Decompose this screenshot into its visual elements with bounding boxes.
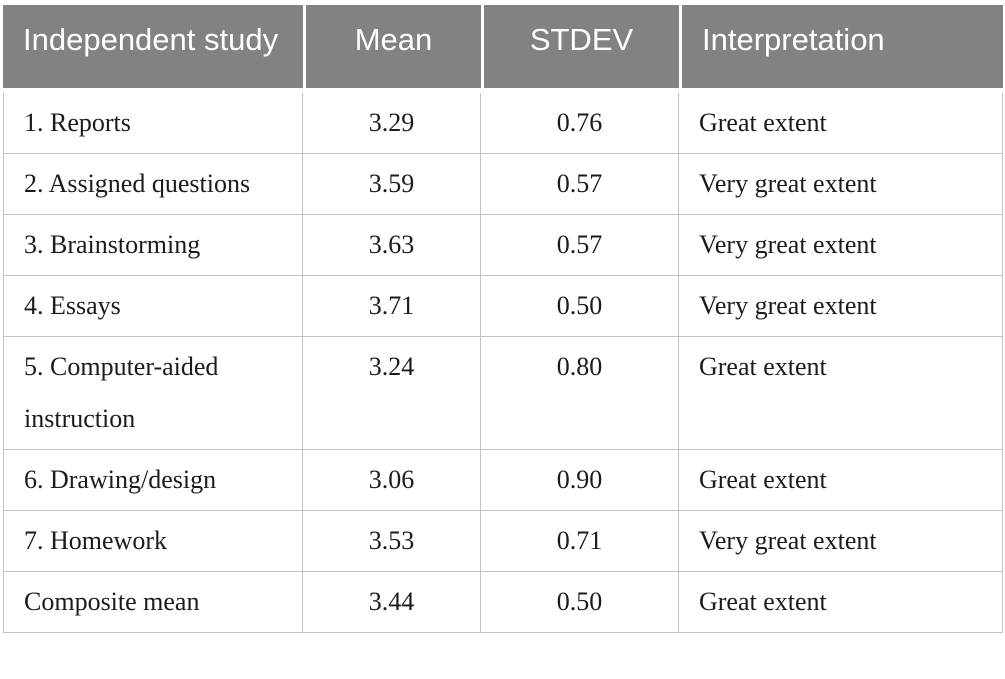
mean-value-cell: 3.24	[303, 337, 481, 450]
stdev-value-cell: 0.90	[481, 450, 679, 511]
interpretation-cell: Great extent	[679, 337, 1003, 450]
interpretation-cell: Great extent	[679, 572, 1003, 633]
mean-value-cell: 3.29	[303, 93, 481, 154]
mean-value-cell: 3.63	[303, 215, 481, 276]
table-row-drawing-design: 6. Drawing/design 3.06 0.90 Great extent	[3, 450, 1003, 511]
row-label-cell: 6. Drawing/design	[3, 450, 303, 511]
row-label-cell: Composite mean	[3, 572, 303, 633]
column-header-independent-study: Independent study	[3, 5, 303, 93]
mean-value-cell: 3.53	[303, 511, 481, 572]
stdev-value-cell: 0.57	[481, 215, 679, 276]
table-row-homework: 7. Homework 3.53 0.71 Very great extent	[3, 511, 1003, 572]
column-header-mean: Mean	[303, 5, 481, 93]
column-header-interpretation: Interpretation	[679, 5, 1003, 93]
stdev-value-cell: 0.50	[481, 276, 679, 337]
interpretation-cell: Very great extent	[679, 511, 1003, 572]
interpretation-cell: Great extent	[679, 93, 1003, 154]
mean-value-cell: 3.06	[303, 450, 481, 511]
interpretation-cell: Very great extent	[679, 154, 1003, 215]
stdev-value-cell: 0.80	[481, 337, 679, 450]
row-label-cell: 4. Essays	[3, 276, 303, 337]
interpretation-cell: Great extent	[679, 450, 1003, 511]
column-header-stdev: STDEV	[481, 5, 679, 93]
table-header-row: Independent study Mean STDEV Interpretat…	[3, 5, 1003, 93]
interpretation-cell: Very great extent	[679, 276, 1003, 337]
mean-value-cell: 3.44	[303, 572, 481, 633]
table-row-composite-mean: Composite mean 3.44 0.50 Great extent	[3, 572, 1003, 633]
mean-value-cell: 3.59	[303, 154, 481, 215]
stats-table: Independent study Mean STDEV Interpretat…	[3, 5, 1003, 633]
stdev-value-cell: 0.57	[481, 154, 679, 215]
table-row-brainstorming: 3. Brainstorming 3.63 0.57 Very great ex…	[3, 215, 1003, 276]
row-label-cell: 3. Brainstorming	[3, 215, 303, 276]
row-label-cell: 5. Computer-aided instruction	[3, 337, 303, 450]
stdev-value-cell: 0.76	[481, 93, 679, 154]
stdev-value-cell: 0.71	[481, 511, 679, 572]
table-row-reports: 1. Reports 3.29 0.76 Great extent	[3, 93, 1003, 154]
table-row-computer-aided-instruction: 5. Computer-aided instruction 3.24 0.80 …	[3, 337, 1003, 450]
stdev-value-cell: 0.50	[481, 572, 679, 633]
table-row-essays: 4. Essays 3.71 0.50 Very great extent	[3, 276, 1003, 337]
interpretation-cell: Very great extent	[679, 215, 1003, 276]
independent-study-stats-table-figure: Independent study Mean STDEV Interpretat…	[3, 5, 1005, 633]
table-row-assigned-questions: 2. Assigned questions 3.59 0.57 Very gre…	[3, 154, 1003, 215]
row-label-cell: 2. Assigned questions	[3, 154, 303, 215]
mean-value-cell: 3.71	[303, 276, 481, 337]
row-label-cell: 1. Reports	[3, 93, 303, 154]
row-label-cell: 7. Homework	[3, 511, 303, 572]
